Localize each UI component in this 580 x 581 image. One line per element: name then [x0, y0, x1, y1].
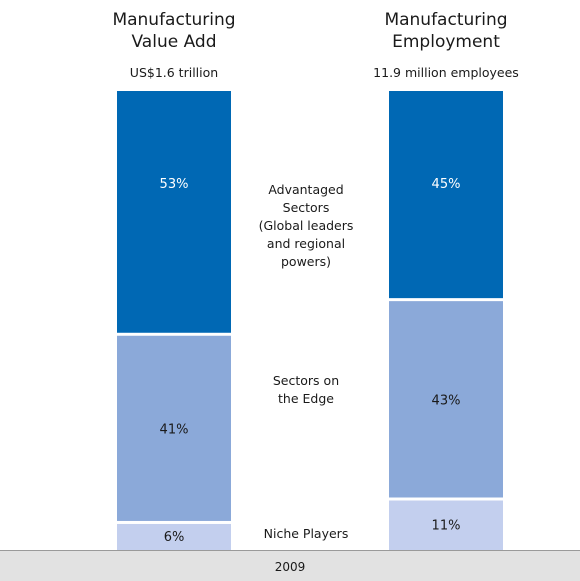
series-label-2-line-2: the Edge — [278, 391, 334, 406]
column-title-1-line-1: Manufacturing — [112, 10, 235, 30]
segment-divider — [389, 298, 503, 302]
series-label-1-line-2: Sectors — [283, 200, 330, 215]
series-labels: Advantaged Sectors (Global leaders and regi… — [259, 182, 354, 541]
series-label-3-line-1: Niche Players — [264, 526, 349, 541]
series-label-1-line-3: (Global leaders — [259, 218, 354, 233]
bar-segment-2-3 — [389, 499, 503, 550]
data-label-2-2: 43% — [432, 393, 461, 408]
segment-divider — [117, 520, 231, 524]
footer-year-label: 2009 — [275, 560, 306, 574]
data-label-1-1: 53% — [160, 177, 189, 192]
data-label-1-3: 6% — [164, 530, 185, 545]
column-subtitle-1: US$1.6 trillion — [130, 65, 218, 80]
bar-segment-1-1 — [117, 91, 231, 335]
data-label-2-1: 45% — [432, 177, 461, 192]
segment-divider — [117, 332, 231, 336]
series-label-2-line-1: Sectors on — [273, 373, 339, 388]
bar-segment-1-3 — [117, 522, 231, 550]
series-label-1-line-1: Advantaged — [268, 182, 343, 197]
footer-band: 2009 — [0, 550, 580, 581]
data-label-2-3: 11% — [432, 519, 461, 534]
column-title-2-line-2: Employment — [392, 32, 500, 52]
column-subtitle-2: 11.9 million employees — [373, 65, 519, 80]
segment-divider — [389, 497, 503, 501]
column-title-1-line-2: Value Add — [132, 32, 217, 52]
series-label-1-line-5: powers) — [281, 254, 331, 269]
bar-segment-1-2 — [117, 334, 231, 523]
bar-segment-2-2 — [389, 299, 503, 499]
bar-segment-2-1 — [389, 91, 503, 300]
series-label-1-line-4: and regional — [267, 236, 345, 251]
data-label-1-2: 41% — [160, 422, 189, 437]
column-title-2-line-1: Manufacturing — [384, 10, 507, 30]
footer-band-background — [0, 550, 580, 581]
bars: 53% 41% 6% 45% 43% 11% — [117, 91, 503, 550]
